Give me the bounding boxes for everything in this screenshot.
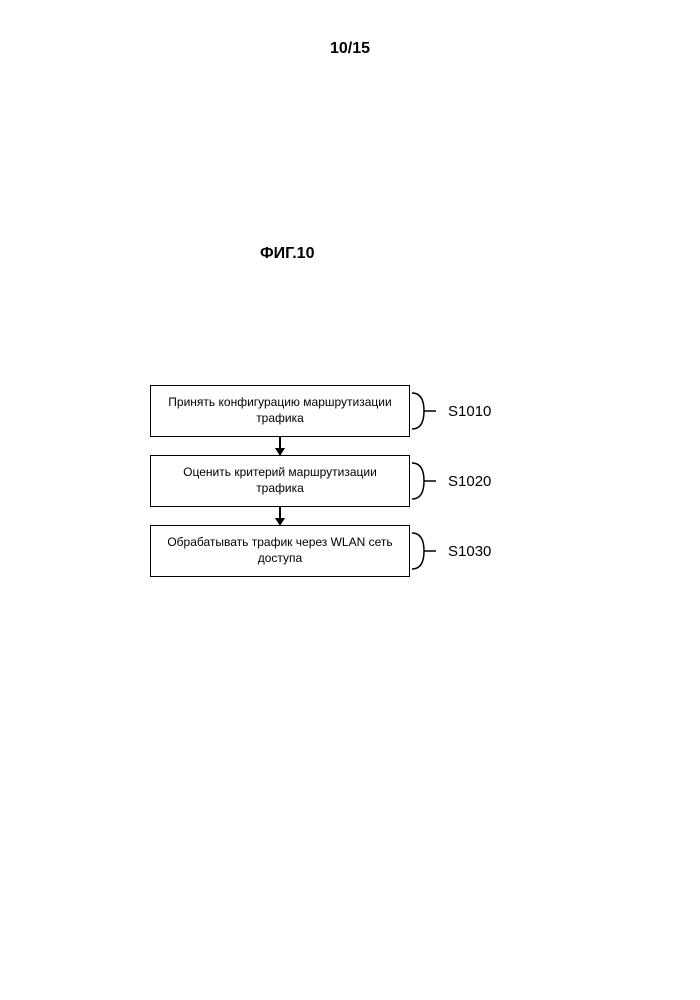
arrow-down-icon [279, 437, 281, 455]
flowchart-box-1: Принять конфигурацию маршрутизации трафи… [150, 385, 410, 437]
connector-curve-icon [412, 455, 442, 507]
step-label-2: S1020 [448, 473, 491, 490]
figure-title: ФИГ.10 [260, 245, 314, 263]
connector-curve-icon [412, 525, 442, 577]
flowchart-box-3: Обрабатывать трафик через WLAN сеть дост… [150, 525, 410, 577]
flowchart-step-1: Принять конфигурацию маршрутизации трафи… [150, 385, 491, 437]
flowchart-step-2: Оценить критерий маршрутизации трафика S… [150, 455, 491, 507]
connector-curve-icon [412, 385, 442, 437]
arrow-down-icon [279, 507, 281, 525]
flowchart-box-2: Оценить критерий маршрутизации трафика [150, 455, 410, 507]
flowchart-step-3: Обрабатывать трафик через WLAN сеть дост… [150, 525, 491, 577]
page-number: 10/15 [330, 40, 370, 58]
flowchart-box-text: Оценить критерий маршрутизации трафика [159, 465, 401, 496]
step-label-1: S1010 [448, 403, 491, 420]
flowchart-container: Принять конфигурацию маршрутизации трафи… [150, 385, 491, 577]
flowchart-box-text: Обрабатывать трафик через WLAN сеть дост… [159, 535, 401, 566]
flowchart-box-text: Принять конфигурацию маршрутизации трафи… [159, 395, 401, 426]
step-label-3: S1030 [448, 543, 491, 560]
